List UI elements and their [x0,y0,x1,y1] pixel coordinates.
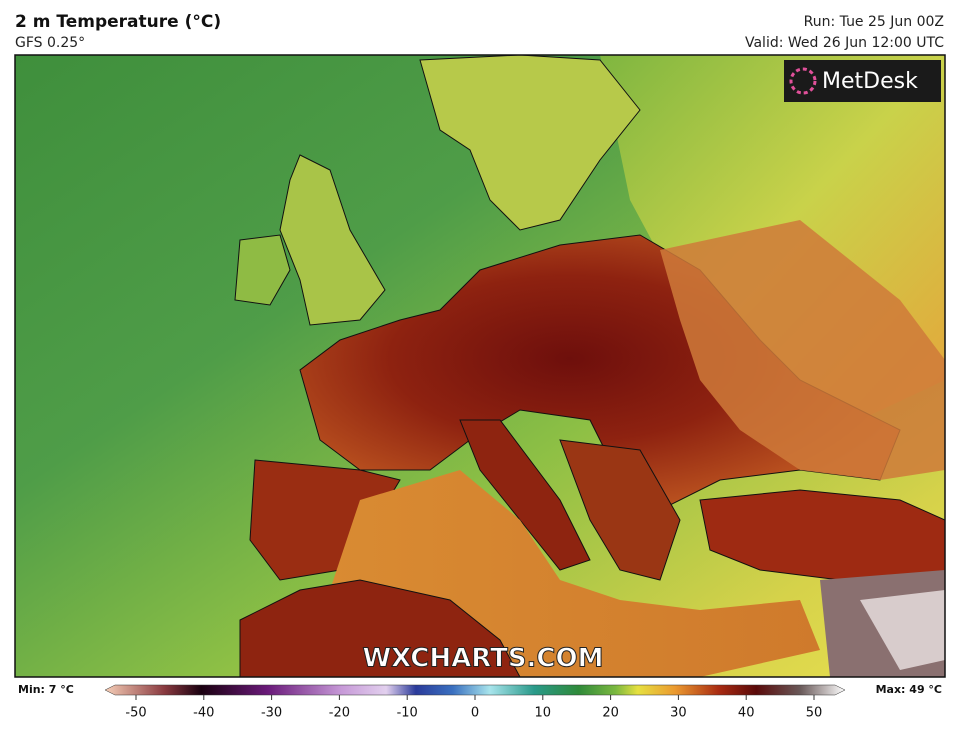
colorbar-tick-label: 50 [806,706,823,721]
model-label: GFS 0.25° [15,35,85,51]
great-britain [279,154,386,326]
colorbar-tick-label: -30 [261,706,282,721]
logo-icon [789,67,817,95]
italy [459,419,591,571]
colorbar-tick-label: 10 [535,706,552,721]
colorbar [104,684,846,696]
max-label: Max: 49 °C [876,683,942,696]
map-title: 2 m Temperature (°C) [15,12,221,32]
logo-text: MetDesk [822,69,918,94]
valid-label: Valid: Wed 26 Jun 12:00 UTC [745,35,944,51]
min-label: Min: 7 °C [18,683,74,696]
colorbar-tick-label: -10 [397,706,418,721]
scandinavia [419,55,641,231]
colorbar-tick-label: -40 [193,706,214,721]
colorbar-tick-label: 40 [738,706,755,721]
turkey [699,489,945,581]
run-label: Run: Tue 25 Jun 00Z [804,14,944,30]
colorbar-tick-label: -20 [329,706,350,721]
colorbar-ticks: -50 -40 -30 -20 -10 0 10 20 30 40 50 [125,695,822,721]
map-frame [14,54,946,678]
hot-desert [860,590,945,670]
balkans [559,439,681,581]
ireland [234,234,291,306]
logo-box [784,60,941,102]
colorbar-tick-label: -50 [125,706,146,721]
north-africa [239,579,521,677]
temperature-map: MetDesk WXCHARTS.COM [15,55,945,677]
watermark: WXCHARTS.COM [362,644,603,674]
ukraine-field [660,220,945,480]
colorbar-tick-label: 20 [602,706,619,721]
colorbar-tick-label: 30 [670,706,687,721]
colorbar-tick-label: 0 [471,706,479,721]
